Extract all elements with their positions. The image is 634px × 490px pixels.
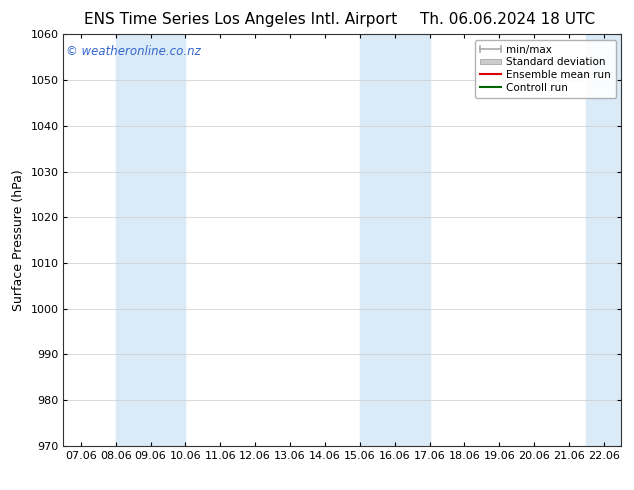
- Bar: [586, 34, 621, 446]
- Text: ENS Time Series Los Angeles Intl. Airport: ENS Time Series Los Angeles Intl. Airpor…: [84, 12, 398, 27]
- Legend: min/max, Standard deviation, Ensemble mean run, Controll run: min/max, Standard deviation, Ensemble me…: [475, 40, 616, 98]
- Bar: [359, 34, 429, 446]
- Bar: [116, 34, 185, 446]
- Y-axis label: Surface Pressure (hPa): Surface Pressure (hPa): [12, 169, 25, 311]
- Text: © weatheronline.co.nz: © weatheronline.co.nz: [66, 45, 201, 58]
- Text: Th. 06.06.2024 18 UTC: Th. 06.06.2024 18 UTC: [420, 12, 595, 27]
